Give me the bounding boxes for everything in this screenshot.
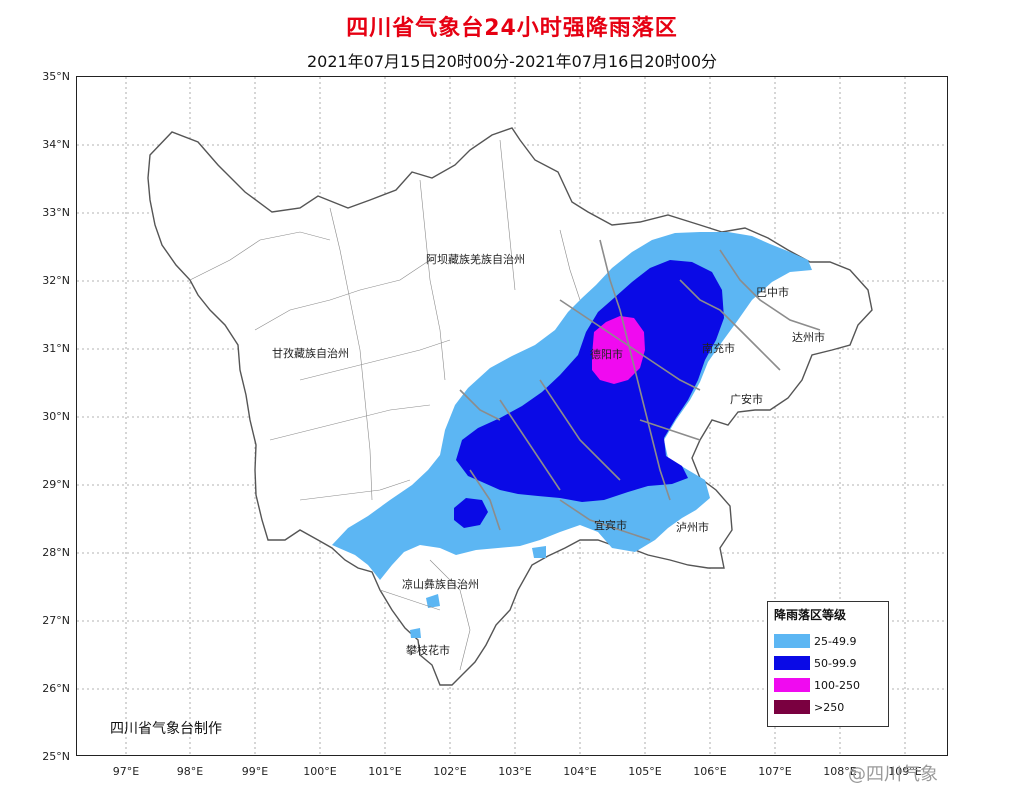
legend-swatch xyxy=(774,678,810,692)
lon-label: 104°E xyxy=(563,765,597,778)
rain-zone-100-250 xyxy=(592,316,645,384)
rain-zone-25-49-spot xyxy=(426,594,440,608)
lat-label: 29°N xyxy=(42,478,70,491)
region-label-yibin: 宜宾市 xyxy=(594,519,627,532)
producer-credit: 四川省气象台制作 xyxy=(110,721,222,737)
lon-label: 98°E xyxy=(176,765,204,778)
rain-zone-50-99 xyxy=(456,260,724,502)
rain-zone-25-49-spot xyxy=(532,546,546,558)
lon-label: 105°E xyxy=(628,765,662,778)
county-boundaries xyxy=(189,139,581,671)
rain-zone-25-49-spot xyxy=(410,628,421,638)
lon-label: 107°E xyxy=(758,765,792,778)
region-label-luzhou: 泸州市 xyxy=(676,521,709,534)
rain-zone-50-99-spot xyxy=(454,498,488,528)
lat-label: 34°N xyxy=(42,138,70,151)
legend-label: 100-250 xyxy=(814,679,860,692)
region-label-guangan: 广安市 xyxy=(730,393,763,406)
region-label-liangshan: 凉山彝族自治州 xyxy=(402,578,479,591)
lat-label: 33°N xyxy=(42,206,70,219)
city-boundaries xyxy=(459,239,821,541)
lon-label: 100°E xyxy=(303,765,337,778)
lat-label: 32°N xyxy=(42,274,70,287)
region-label-ganzi: 甘孜藏族自治州 xyxy=(272,347,349,360)
map-title: 四川省气象台24小时强降雨落区 xyxy=(346,16,678,41)
lon-label: 103°E xyxy=(498,765,532,778)
lon-label: 109°E xyxy=(888,765,922,778)
legend-label: 50-99.9 xyxy=(814,657,857,670)
lon-label: 97°E xyxy=(112,765,140,778)
map-subtitle: 2021年07月15日20时00分-2021年07月16日20时00分 xyxy=(306,52,718,71)
lat-label: 26°N xyxy=(42,682,70,695)
lat-label: 28°N xyxy=(42,546,70,559)
legend-title: 降雨落区等级 xyxy=(774,608,847,622)
region-label-deyang: 德阳市 xyxy=(590,348,623,361)
map-frame xyxy=(76,76,948,756)
region-label-aba: 阿坝藏族羌族自治州 xyxy=(426,253,525,266)
lat-label: 25°N xyxy=(42,750,70,763)
lon-label: 108°E xyxy=(823,765,857,778)
lat-label: 27°N xyxy=(42,614,70,627)
lon-label: 101°E xyxy=(368,765,402,778)
lat-label: 30°N xyxy=(42,410,70,423)
lon-label: 102°E xyxy=(433,765,467,778)
region-label-nanchong: 南充市 xyxy=(702,342,735,355)
region-label-dazhou: 达州市 xyxy=(792,331,825,344)
lon-label: 106°E xyxy=(693,765,727,778)
legend-label: >250 xyxy=(814,701,845,714)
lon-label: 99°E xyxy=(241,765,269,778)
watermark: @四川气象 xyxy=(848,764,938,785)
legend-swatch xyxy=(774,634,810,648)
legend-swatch xyxy=(774,700,810,714)
legend-label: 25-49.9 xyxy=(814,635,857,648)
legend-swatch xyxy=(774,656,810,670)
lat-label: 35°N xyxy=(42,70,70,83)
legend: 降雨落区等级 25-49.9 50-99.9 100-250 >250 xyxy=(767,601,889,727)
region-label-panzhihua: 攀枝花市 xyxy=(406,644,450,657)
region-label-bazhong: 巴中市 xyxy=(756,286,789,299)
lat-label: 31°N xyxy=(42,342,70,355)
